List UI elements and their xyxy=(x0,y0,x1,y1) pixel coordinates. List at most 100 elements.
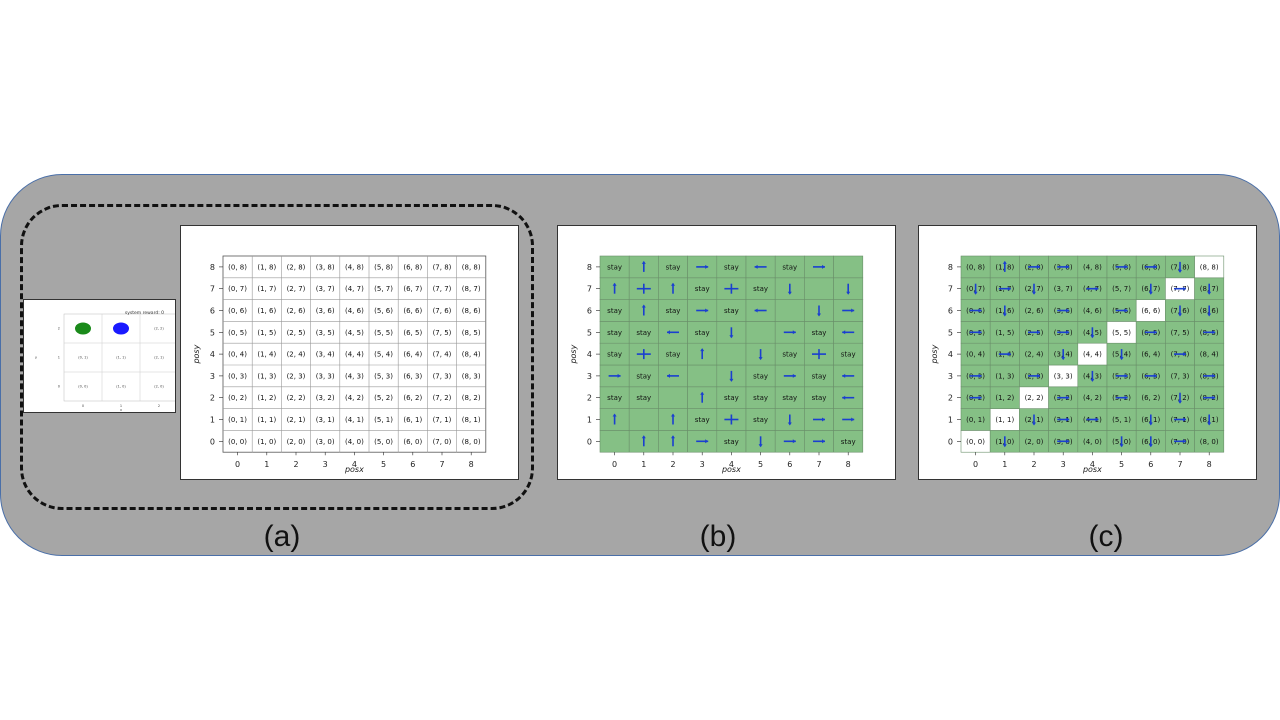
small-x-tick: 0 xyxy=(82,404,84,408)
small-environment-plot: system reward: 0 2 (2, 2) 1 (0, 1) (1, 1) (2, … xyxy=(35,310,175,412)
policy-arrow-up xyxy=(671,435,675,447)
cell-coordinate: (0, 0) xyxy=(228,438,247,446)
policy-arrow-right xyxy=(1174,417,1186,422)
cell-coordinate: (0, 5) xyxy=(228,329,247,337)
small-y-tick: 1 xyxy=(58,356,60,360)
policy-arrow-down xyxy=(1032,283,1036,295)
small-cell-label: (2, 0) xyxy=(154,385,164,389)
cell-coordinate: (7, 5) xyxy=(433,329,452,337)
policy-arrow-down xyxy=(1178,305,1182,317)
cell-coordinate: (4, 0) xyxy=(1083,438,1102,446)
small-y-axis-label: y xyxy=(35,356,37,360)
policy-arrow-right xyxy=(1057,417,1070,422)
arrow-right-head xyxy=(978,308,982,313)
cell-coordinate: (6, 5) xyxy=(403,329,422,337)
policy-arrow-right xyxy=(813,264,825,269)
cell-coordinate: (6, 6) xyxy=(403,307,422,315)
stay-label: stay xyxy=(812,329,827,337)
policy-arrow-down xyxy=(787,283,792,295)
cell-coordinate: (0, 6) xyxy=(228,307,247,315)
x-tick-label: 4 xyxy=(729,460,734,469)
policy-cell xyxy=(804,277,834,300)
policy-arrow-right xyxy=(696,439,709,444)
cell-coordinate: (8, 4) xyxy=(462,351,481,359)
cell-coordinate: (1, 2) xyxy=(257,394,276,402)
arrow-up-head xyxy=(700,391,705,395)
stay-label: stay xyxy=(841,438,856,446)
policy-arrow-right xyxy=(813,439,825,444)
x-tick-label: 5 xyxy=(1119,460,1124,469)
policy-arrow-both xyxy=(724,414,739,425)
x-tick-label: 4 xyxy=(352,460,357,469)
arrow-right-head xyxy=(822,264,825,269)
policy-arrow-right xyxy=(1144,373,1157,378)
system-reward-text: system reward: 0 xyxy=(125,310,164,316)
small-x-tick: 1 xyxy=(120,404,122,408)
x-tick-label: 4 xyxy=(1090,460,1095,469)
y-tick-label: 4 xyxy=(210,350,215,359)
cell-coordinate: (1, 1) xyxy=(257,416,276,424)
cell-coordinate: (3, 1) xyxy=(316,416,335,424)
x-axis-label: posx xyxy=(1082,465,1102,474)
policy-arrow-left xyxy=(754,308,767,313)
policy-arrow-right xyxy=(783,439,796,444)
arrow-up-head xyxy=(612,413,617,417)
policy-cell xyxy=(774,299,805,322)
arrow-up-head xyxy=(641,435,646,439)
policy-arrow-right xyxy=(1115,373,1128,378)
policy-arrow-both xyxy=(636,283,651,294)
policy-arrow-left xyxy=(842,373,855,378)
caption-b: (b) xyxy=(699,520,737,553)
x-tick-label: 1 xyxy=(641,460,646,469)
policy-arrow-right xyxy=(1057,264,1070,269)
cell-coordinate: (8, 5) xyxy=(462,329,481,337)
arrow-right-head xyxy=(1037,264,1040,269)
x-axis-label: posx xyxy=(721,465,741,474)
cell-coordinate: (4, 2) xyxy=(345,394,364,402)
stay-label: stay xyxy=(724,263,739,271)
policy-arrow-down xyxy=(758,436,763,448)
small-y-tick: 0 xyxy=(58,385,60,389)
policy-arrow-up xyxy=(1002,260,1007,272)
y-tick-label: 8 xyxy=(948,263,953,272)
x-tick-label: 0 xyxy=(235,460,240,469)
cell-coordinate: (8, 7) xyxy=(462,285,481,293)
y-tick-label: 2 xyxy=(948,394,953,403)
stay-label: stay xyxy=(724,307,739,315)
arrow-right-head xyxy=(1066,439,1070,444)
policy-cell xyxy=(599,430,630,453)
arrow-down-head xyxy=(817,313,821,317)
cell-coordinate: (1, 1) xyxy=(995,416,1014,424)
arrow-right-head xyxy=(978,330,982,335)
panel-a-figure: (0, 0) (0, 1) (0, 2) (0, 3) (0, 4) (0, 5) (0, … xyxy=(180,225,519,480)
x-tick-label: 0 xyxy=(973,460,978,469)
arrow-right-head xyxy=(1095,286,1099,291)
cell-coordinate: (7, 8) xyxy=(433,263,452,271)
small-cell-label: (1, 0) xyxy=(116,385,126,389)
y-tick-label: 8 xyxy=(210,263,215,272)
panel-b-figure: stay stay stay stay stay stay stay stay stay stay… xyxy=(557,225,896,480)
arrow-left-head xyxy=(842,395,846,400)
policy-arrow-right xyxy=(1057,308,1070,313)
cell-coordinate: (6, 2) xyxy=(1141,394,1160,402)
arrow-left-head xyxy=(842,373,846,378)
arrow-up-head xyxy=(641,304,646,308)
cell-coordinate: (8, 0) xyxy=(1200,438,1219,446)
policy-arrow-right xyxy=(608,373,621,378)
stay-label: stay xyxy=(695,329,710,337)
arrow-right-head xyxy=(1095,417,1099,422)
y-tick-label: 1 xyxy=(587,416,592,425)
x-axis-label: posx xyxy=(344,465,364,474)
policy-arrow-up xyxy=(671,282,675,294)
cell-coordinate: (4, 4) xyxy=(1083,351,1102,359)
arrow-down-head xyxy=(1032,422,1036,426)
policy-arrow-up xyxy=(641,435,646,447)
cell-coordinate: (4, 6) xyxy=(1083,307,1102,315)
arrow-right-head xyxy=(617,373,621,378)
cell-coordinate: (7, 6) xyxy=(433,307,452,315)
policy-arrow-down xyxy=(1119,349,1124,361)
arrow-left-head xyxy=(842,330,846,335)
cell-coordinate: (7, 3) xyxy=(433,372,452,380)
panel-c-policy-grid: (0, 0)(0, 1)(0, 2)(0, 3)(0, 4)(0, 5)(0, … xyxy=(930,255,1225,474)
arrow-right-head xyxy=(1153,373,1157,378)
